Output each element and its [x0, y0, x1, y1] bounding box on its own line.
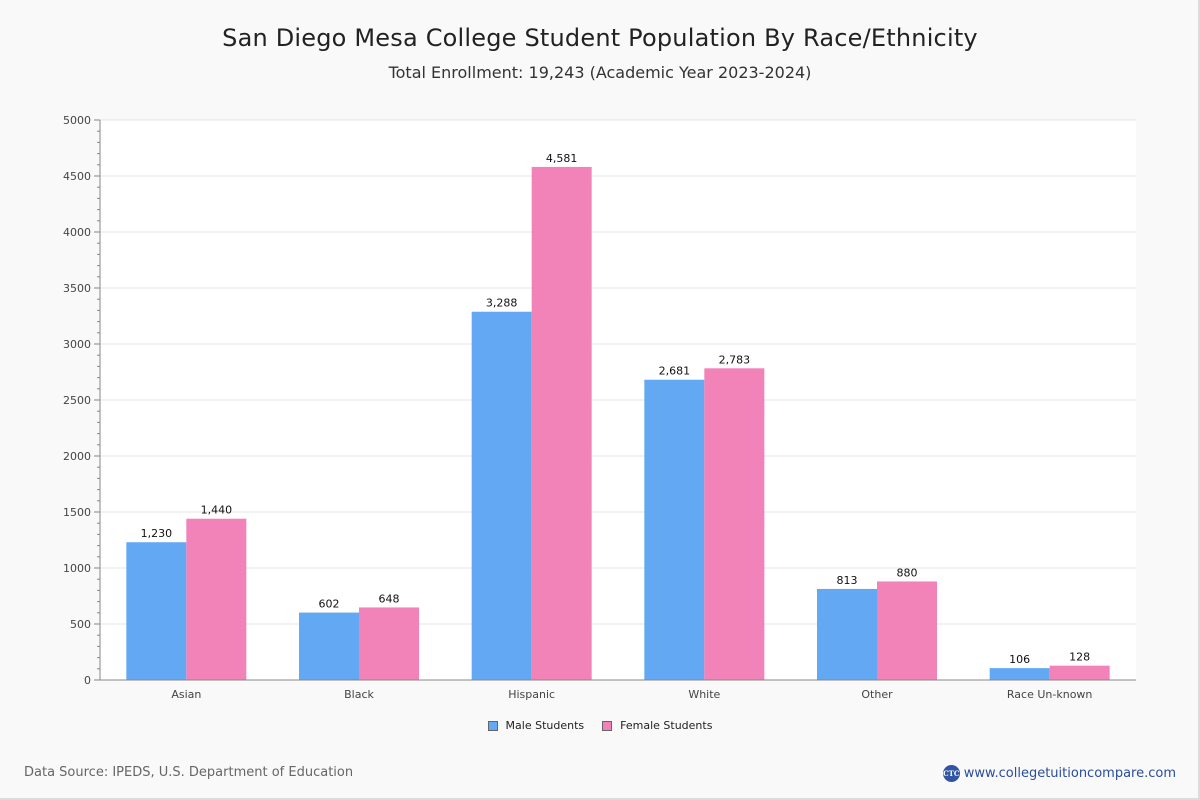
y-axis: 0 500 1000 1500 2000 2500 3000 3500 4000 4500 5000 [63, 114, 101, 687]
brand-logo-icon: CTC [942, 765, 960, 782]
data-label: 1,440 [201, 504, 233, 517]
y-tick-label: 2500 [63, 394, 91, 407]
bar-male [989, 668, 1050, 680]
data-label: 648 [379, 592, 400, 605]
data-label: 813 [837, 574, 858, 587]
data-label: 602 [319, 598, 340, 611]
y-tick-label: 2000 [63, 450, 91, 463]
bar-female [1049, 665, 1110, 680]
bar-male [471, 311, 532, 680]
x-category-label: Hispanic [508, 688, 555, 701]
data-label: 4,581 [546, 152, 578, 165]
legend-swatch-male [487, 720, 498, 731]
bar-female [531, 166, 592, 681]
data-labels: 1,230 1,440 602 648 3,288 4,581 2,681 2,783 813 8… [141, 152, 1091, 666]
x-category-label: Race Un-known [1007, 688, 1093, 701]
data-label: 3,288 [486, 297, 518, 310]
chart-subtitle: Total Enrollment: 19,243 (Academic Year … [388, 63, 812, 82]
bar-male [644, 379, 705, 680]
bar-male [299, 612, 359, 680]
bars [126, 166, 1110, 681]
brand-url: www.collegetuitioncompare.com [963, 766, 1176, 781]
y-tick-label: 3500 [63, 282, 91, 295]
data-label: 128 [1069, 651, 1090, 664]
legend-label-male: Male Students [505, 719, 585, 732]
y-tick-label: 4000 [63, 226, 91, 239]
y-tick-label: 3000 [63, 338, 91, 351]
y-tick-label: 5000 [63, 114, 91, 127]
x-category-label: Asian [171, 688, 201, 701]
x-category-label: Other [861, 688, 893, 701]
y-tick-label: 0 [84, 674, 91, 687]
legend: Male Students Female Students [0, 719, 1200, 732]
data-label: 1,230 [141, 527, 173, 540]
data-label: 106 [1009, 653, 1030, 666]
bar-female [359, 607, 419, 680]
data-label: 2,783 [719, 353, 751, 366]
legend-swatch-female [602, 720, 613, 731]
chart-title: San Diego Mesa College Student Populatio… [222, 24, 978, 52]
bar-male [817, 588, 877, 680]
y-tick-label: 4500 [63, 170, 91, 183]
x-category-label: White [688, 688, 720, 701]
legend-label-female: Female Students [620, 719, 713, 732]
bar-female [877, 581, 937, 680]
data-source: Data Source: IPEDS, U.S. Department of E… [24, 765, 354, 780]
legend-item-male[interactable]: Male Students [487, 719, 585, 732]
y-tick-label: 1000 [63, 562, 91, 575]
x-category-label: Black [344, 688, 374, 701]
data-label: 880 [897, 566, 918, 579]
y-tick-label: 500 [70, 618, 91, 631]
bar-female [186, 518, 247, 680]
bar-male [126, 542, 187, 680]
x-axis: Asian Black Hispanic White Other Race Un-know… [100, 679, 1136, 701]
bar-female [704, 368, 765, 680]
gridlines [100, 119, 1136, 625]
data-label: 2,681 [659, 365, 691, 378]
brand-link[interactable]: CTC www.collegetuitioncompare.com [942, 765, 1176, 782]
legend-item-female[interactable]: Female Students [602, 719, 712, 732]
y-tick-label: 1500 [63, 506, 91, 519]
